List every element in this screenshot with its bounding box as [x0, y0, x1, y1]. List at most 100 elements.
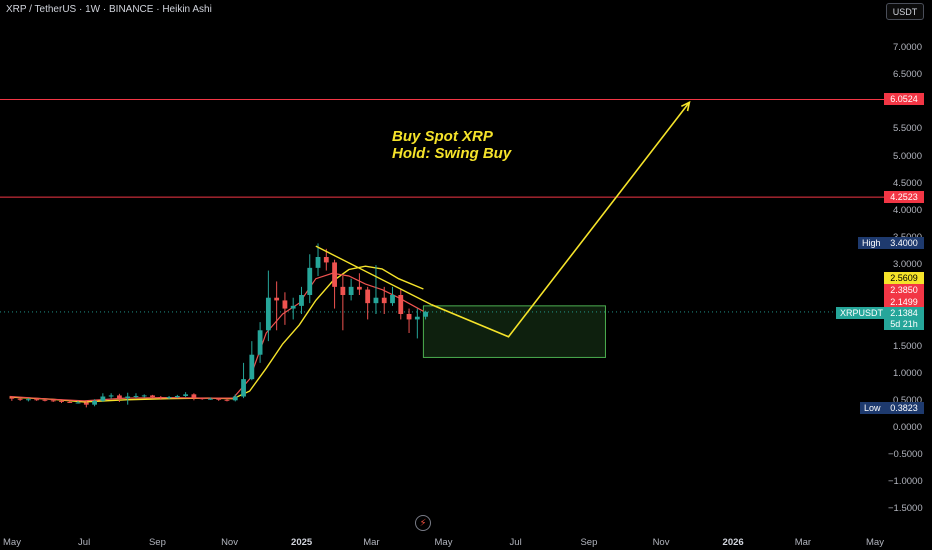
low-value-tag: 0.3823	[884, 402, 924, 414]
x-tick-label: Sep	[148, 537, 166, 548]
candle	[423, 310, 429, 320]
y-tick-label: −1.5000	[888, 503, 923, 515]
candle	[390, 286, 395, 306]
candle	[75, 400, 81, 404]
projection-path	[431, 101, 691, 338]
candle-body	[83, 402, 89, 405]
candle	[174, 394, 180, 399]
candle-body	[133, 395, 139, 397]
candle-body	[257, 330, 263, 355]
candle-body	[265, 297, 271, 331]
candle-body	[17, 398, 23, 400]
annotation-line-2: Hold: Swing Buy	[392, 145, 512, 162]
low-label: Low	[860, 402, 885, 414]
y-tick-label: 4.0000	[892, 204, 922, 216]
candle	[183, 392, 189, 398]
candle	[17, 397, 23, 401]
countdown-tag: 5d 21h	[884, 318, 924, 330]
moving-average-fast	[9, 272, 424, 402]
candle	[108, 393, 114, 399]
candle-body	[357, 286, 362, 290]
candle-body	[9, 397, 15, 399]
candle-body	[406, 314, 412, 320]
candle	[357, 273, 362, 295]
candle-body	[108, 395, 114, 397]
candle-body	[100, 396, 106, 401]
candle	[257, 322, 263, 363]
y-tick-label: 4.5000	[892, 177, 922, 189]
candle-body	[141, 395, 147, 397]
candle	[158, 395, 164, 400]
candle-body	[125, 396, 131, 399]
candle	[282, 292, 288, 325]
candle	[398, 289, 404, 320]
symbol-header[interactable]: XRP / TetherUS · 1W · BINANCE · Heikin A…	[6, 4, 212, 15]
candle-body	[174, 395, 180, 398]
candle-body	[398, 295, 404, 314]
x-tick-label: Jul	[509, 537, 522, 548]
currency-button[interactable]: USDT	[886, 3, 924, 20]
candle-body	[323, 257, 329, 263]
candle-body	[249, 354, 255, 380]
candle	[92, 399, 97, 407]
candle	[199, 397, 205, 400]
candle-body	[25, 399, 31, 401]
candle	[50, 399, 56, 402]
resistance-mid-tag: 4.2523	[884, 191, 924, 204]
candle-body	[423, 311, 429, 317]
candle-body	[50, 400, 56, 402]
candle	[150, 394, 155, 399]
candle	[141, 394, 147, 398]
candle-body	[332, 262, 337, 287]
candle-body	[191, 394, 197, 399]
y-tick-label: 0.0000	[892, 422, 922, 433]
candle	[381, 286, 387, 314]
x-tick-label: Mar	[363, 537, 380, 548]
candle-body	[232, 396, 238, 401]
candle	[59, 400, 64, 404]
candle	[299, 286, 304, 314]
candle-body	[365, 289, 371, 304]
candle	[323, 248, 329, 271]
y-tick-label: 1.0000	[892, 367, 922, 379]
candle	[117, 393, 122, 402]
projection-arrowhead	[680, 100, 691, 112]
candle	[307, 254, 313, 304]
resistance-trendline	[315, 245, 432, 306]
candle	[133, 393, 139, 399]
candle-body	[381, 297, 387, 304]
candle	[67, 400, 73, 404]
candle	[42, 398, 48, 402]
candle-body	[241, 379, 246, 397]
x-tick-label: Sep	[580, 537, 598, 548]
y-tick-label: 6.5000	[892, 69, 922, 81]
candle-body	[216, 398, 222, 400]
candle	[9, 396, 15, 401]
candle	[25, 398, 31, 402]
candle	[265, 270, 271, 342]
candle	[208, 397, 213, 400]
candle-body	[75, 402, 81, 404]
candle	[332, 259, 337, 309]
lightning-icon[interactable]: ⚡	[415, 515, 431, 531]
moving-average-slow	[9, 265, 424, 403]
high-label: High	[858, 237, 885, 249]
candle	[83, 401, 89, 408]
candle	[290, 297, 296, 320]
candle	[100, 393, 106, 402]
y-tick-label: 5.0000	[892, 150, 922, 162]
candle-body	[340, 286, 346, 295]
trade-annotation[interactable]: Buy Spot XRP Hold: Swing Buy	[392, 128, 511, 162]
y-tick-label: 5.5000	[892, 123, 922, 135]
y-tick-label: 7.0000	[892, 42, 922, 53]
last-price-tag: 2.1384	[884, 307, 924, 319]
candle	[166, 395, 172, 400]
y-tick-label: 0.5000	[892, 394, 922, 406]
candle	[274, 281, 280, 331]
candle-body	[348, 286, 354, 295]
candle-body	[150, 395, 155, 398]
y-tick-label: −0.5000	[888, 449, 923, 461]
candle	[340, 276, 346, 331]
